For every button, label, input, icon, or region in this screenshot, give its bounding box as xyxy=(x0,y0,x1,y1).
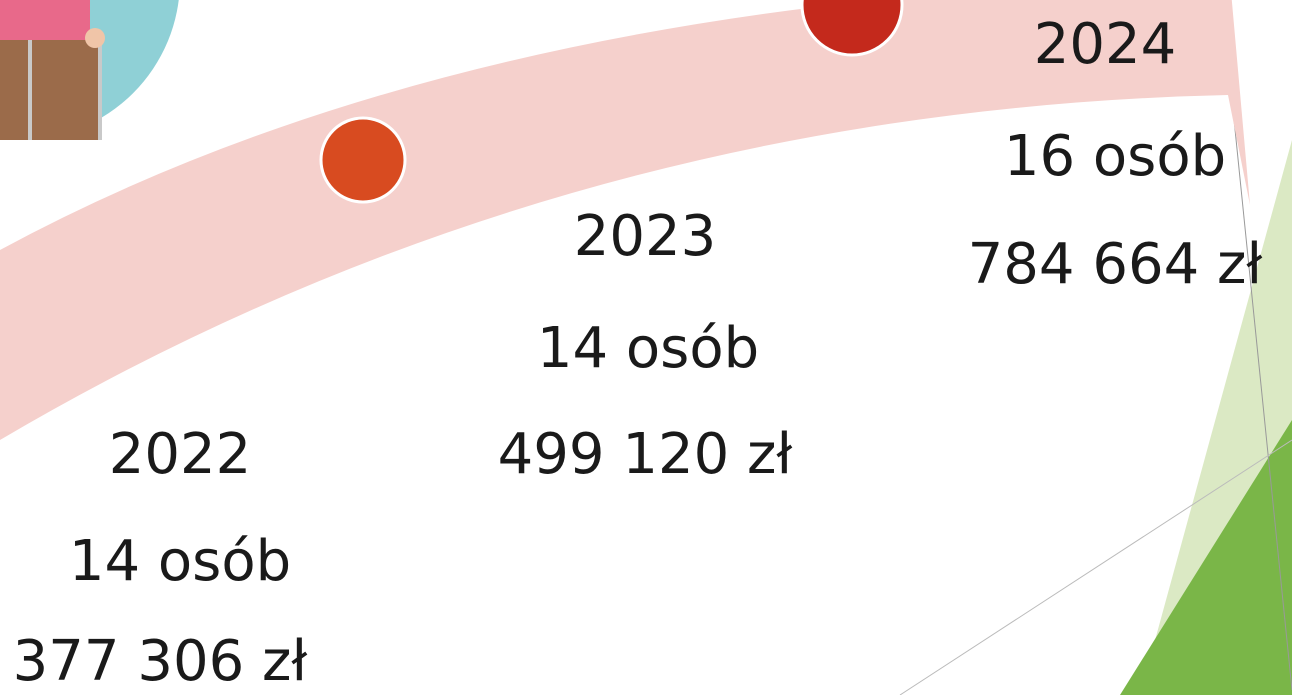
people: 16 osób xyxy=(1004,124,1226,189)
amount: 499 120 zł xyxy=(498,422,793,487)
year: 2022 xyxy=(109,422,252,487)
timeline-dot xyxy=(321,118,405,202)
year: 2023 xyxy=(574,204,717,269)
people: 14 osób xyxy=(537,316,759,381)
year: 2024 xyxy=(1034,12,1177,77)
page: {"timeline": [ {"year": "2022", "people"… xyxy=(0,0,1292,695)
people: 14 osób xyxy=(69,529,291,594)
slide: 2022 14 osób 377 306 zł 2023 14 osób 499… xyxy=(0,0,1292,695)
illustration xyxy=(0,0,180,140)
amount: 377 306 zł xyxy=(13,629,308,694)
amount: 784 664 zł xyxy=(968,232,1263,297)
